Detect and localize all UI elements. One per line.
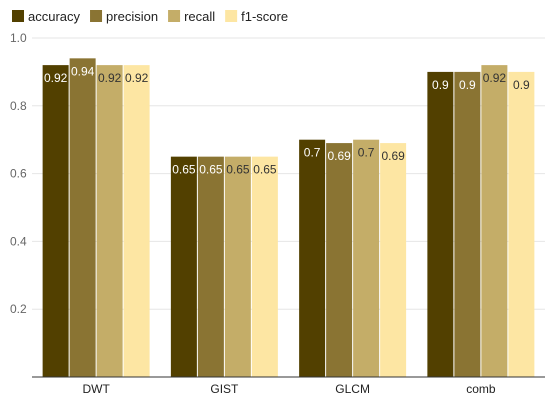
- y-tick-label: 0.8: [10, 99, 27, 113]
- bar-f1-score-GLCM: [380, 143, 407, 377]
- data-label: 0.65: [172, 163, 196, 177]
- bar-precision-DWT: [69, 58, 96, 378]
- bar-accuracy-GLCM: [299, 139, 326, 377]
- bar-recall-GIST: [224, 156, 251, 377]
- legend-label: precision: [106, 9, 158, 24]
- legend-label: accuracy: [28, 9, 81, 24]
- bar-recall-comb: [481, 65, 508, 378]
- x-tick-label: comb: [466, 382, 496, 396]
- data-label: 0.69: [381, 149, 405, 163]
- x-tick-label: GLCM: [335, 382, 370, 396]
- y-axis: 0.2 0.4 0.6 0.8 1.0: [10, 31, 27, 316]
- data-labels: 0.92 0.94 0.92 0.920.65 0.65 0.65 0.650.7 0.69 0…: [44, 64, 530, 176]
- bar-precision-GLCM: [326, 143, 353, 377]
- legend-swatch: [168, 10, 181, 22]
- data-label: 0.92: [98, 71, 122, 85]
- data-label: 0.94: [71, 64, 95, 78]
- legend-swatch: [225, 10, 238, 22]
- y-tick-label: 0.2: [10, 302, 27, 316]
- data-label: 0.92: [44, 71, 68, 85]
- bar-accuracy-DWT: [42, 65, 69, 378]
- data-label: 0.9: [432, 78, 449, 92]
- data-label: 0.65: [199, 163, 223, 177]
- data-label: 0.92: [483, 71, 507, 85]
- y-tick-label: 1.0: [10, 31, 27, 45]
- data-label: 0.92: [125, 71, 149, 85]
- legend-swatch: [12, 10, 24, 22]
- bar-precision-comb: [454, 71, 481, 378]
- bars: [42, 58, 535, 378]
- bar-precision-GIST: [197, 156, 224, 377]
- legend-label: f1-score: [241, 9, 288, 24]
- legend-label: recall: [184, 9, 215, 24]
- bar-f1-score-DWT: [123, 65, 150, 378]
- bar-recall-GLCM: [353, 139, 380, 377]
- y-tick-label: 0.6: [10, 167, 27, 181]
- x-axis: DWT GIST GLCM comb: [32, 376, 545, 396]
- data-label: 0.9: [513, 78, 530, 92]
- bar-recall-DWT: [96, 65, 123, 378]
- data-label: 0.65: [226, 163, 250, 177]
- data-label: 0.7: [304, 146, 321, 160]
- y-tick-label: 0.4: [10, 234, 27, 248]
- bar-f1-score-GIST: [251, 156, 278, 377]
- data-label: 0.69: [327, 149, 351, 163]
- bar-accuracy-GIST: [170, 156, 197, 377]
- legend-swatch: [90, 10, 103, 22]
- x-tick-label: DWT: [82, 382, 110, 396]
- bar-f1-score-comb: [508, 71, 535, 378]
- data-label: 0.9: [459, 78, 476, 92]
- data-label: 0.7: [358, 146, 375, 160]
- bar-accuracy-comb: [427, 71, 454, 378]
- x-tick-label: GIST: [210, 382, 239, 396]
- legend: accuracy precision recall f1-score: [12, 9, 288, 24]
- data-label: 0.65: [253, 163, 277, 177]
